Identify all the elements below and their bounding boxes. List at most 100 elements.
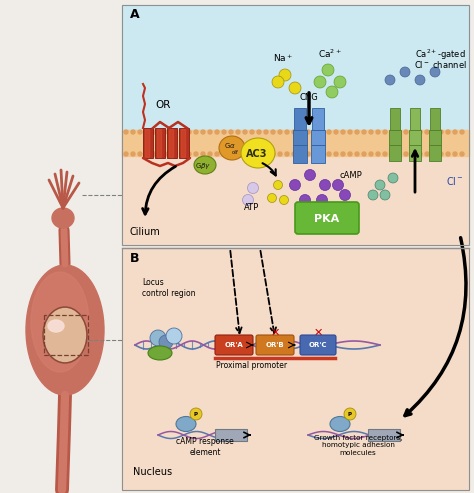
Circle shape (208, 130, 212, 134)
Circle shape (368, 190, 378, 200)
Text: cAMP response
element: cAMP response element (176, 437, 234, 457)
Bar (430, 108, 440, 130)
Circle shape (187, 152, 191, 156)
Text: AC3: AC3 (246, 149, 268, 159)
Circle shape (322, 64, 334, 76)
Circle shape (131, 152, 135, 156)
Text: OR: OR (155, 100, 171, 110)
FancyBboxPatch shape (256, 335, 294, 355)
Text: ATP: ATP (245, 203, 260, 212)
Circle shape (439, 130, 443, 134)
Bar (122, 248, 469, 490)
Text: Ca$^{2+}$-gated: Ca$^{2+}$-gated (415, 48, 465, 62)
Circle shape (124, 130, 128, 134)
Circle shape (383, 152, 387, 156)
Circle shape (180, 152, 184, 156)
Circle shape (159, 152, 163, 156)
Ellipse shape (48, 320, 64, 332)
Circle shape (369, 152, 373, 156)
Circle shape (376, 152, 380, 156)
Circle shape (138, 152, 142, 156)
Circle shape (369, 130, 373, 134)
Circle shape (250, 130, 254, 134)
Text: OR'B: OR'B (266, 342, 284, 348)
Circle shape (166, 152, 170, 156)
Circle shape (264, 152, 268, 156)
Circle shape (243, 152, 247, 156)
Circle shape (334, 130, 338, 134)
Circle shape (247, 182, 258, 193)
Circle shape (362, 152, 366, 156)
Circle shape (194, 152, 198, 156)
Bar (122, 144, 469, 156)
Circle shape (272, 76, 284, 88)
Circle shape (446, 152, 450, 156)
Circle shape (397, 130, 401, 134)
Bar (167, 128, 177, 158)
Circle shape (257, 152, 261, 156)
Circle shape (334, 76, 346, 88)
Circle shape (326, 86, 338, 98)
Text: A: A (130, 8, 140, 21)
Circle shape (411, 152, 415, 156)
Circle shape (430, 67, 440, 77)
Circle shape (415, 75, 425, 85)
Text: Locus
control region: Locus control region (142, 278, 195, 298)
Bar (179, 128, 189, 158)
Circle shape (400, 67, 410, 77)
Bar (293, 145, 307, 163)
Bar (294, 108, 306, 130)
Circle shape (388, 173, 398, 183)
Circle shape (425, 152, 429, 156)
FancyBboxPatch shape (295, 202, 359, 234)
Text: Nucleus: Nucleus (133, 467, 172, 477)
Circle shape (439, 152, 443, 156)
Bar (122, 5, 469, 245)
Text: Ca$^{2+}$: Ca$^{2+}$ (318, 48, 342, 60)
Circle shape (319, 179, 330, 190)
Circle shape (332, 179, 344, 190)
Circle shape (243, 130, 247, 134)
Bar (122, 248, 469, 490)
Bar (410, 108, 420, 130)
Text: P: P (348, 412, 352, 417)
Bar (429, 145, 441, 161)
Text: P: P (194, 412, 198, 417)
Circle shape (306, 152, 310, 156)
Circle shape (278, 152, 282, 156)
Circle shape (334, 152, 338, 156)
Bar (409, 130, 421, 145)
Bar (181, 129, 185, 157)
Circle shape (348, 130, 352, 134)
Circle shape (290, 179, 301, 190)
Text: ✕: ✕ (313, 328, 323, 338)
Ellipse shape (52, 208, 74, 228)
Text: Na$^+$: Na$^+$ (273, 52, 293, 64)
Circle shape (446, 130, 450, 134)
Circle shape (264, 130, 268, 134)
Bar (145, 129, 149, 157)
Text: Cl$^-$ channel: Cl$^-$ channel (414, 59, 466, 70)
Ellipse shape (148, 346, 172, 360)
Ellipse shape (194, 156, 216, 174)
Bar (122, 130, 469, 144)
Circle shape (194, 130, 198, 134)
Circle shape (152, 152, 156, 156)
Text: Cilium: Cilium (130, 227, 161, 237)
Circle shape (425, 130, 429, 134)
Ellipse shape (219, 136, 245, 160)
Circle shape (327, 130, 331, 134)
Text: Proximal promoter: Proximal promoter (217, 361, 288, 370)
Circle shape (299, 152, 303, 156)
Circle shape (271, 152, 275, 156)
Circle shape (453, 130, 457, 134)
Circle shape (453, 152, 457, 156)
Text: G$\beta\gamma$: G$\beta\gamma$ (195, 161, 211, 171)
Text: B: B (130, 252, 139, 265)
Circle shape (201, 130, 205, 134)
Circle shape (229, 152, 233, 156)
Circle shape (187, 130, 191, 134)
Bar (311, 145, 325, 163)
Circle shape (292, 130, 296, 134)
Ellipse shape (26, 265, 104, 395)
